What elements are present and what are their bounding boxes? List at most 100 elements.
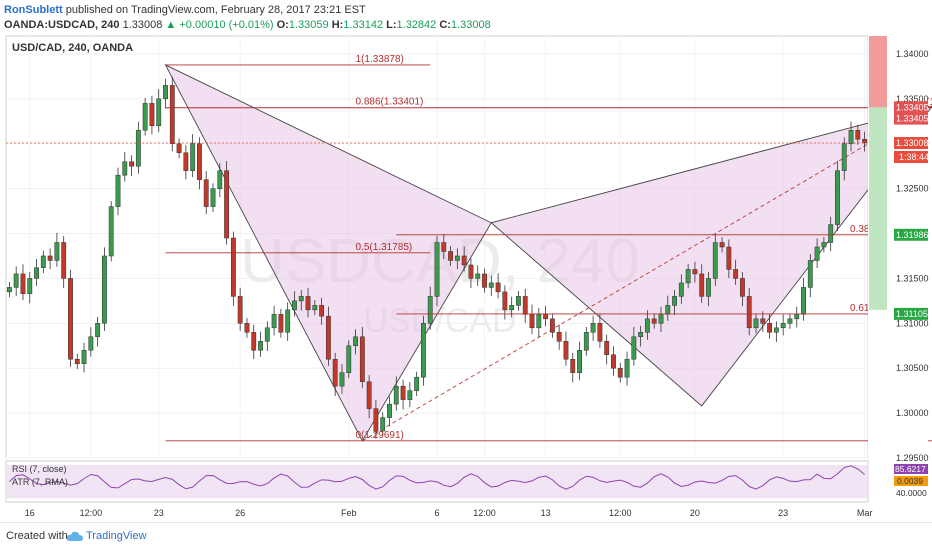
- price-tag-box: [894, 112, 928, 125]
- fib-level-label: 0(1.29691): [356, 430, 404, 441]
- published-text: published on TradingView.com, February 2…: [65, 4, 366, 16]
- candle-body: [366, 381, 372, 409]
- candle-body: [624, 358, 630, 378]
- candle-body: [814, 246, 820, 261]
- candle-body: [163, 85, 168, 100]
- candle-body: [230, 237, 236, 297]
- candle-body: [631, 336, 637, 360]
- time-tick-label: 26: [235, 508, 245, 518]
- candle-body: [13, 273, 19, 288]
- candle-body: [312, 305, 318, 311]
- candle-body: [672, 296, 677, 306]
- candle-body: [108, 206, 114, 257]
- fib-level-label: 0.886(1.33401): [356, 97, 424, 108]
- time-tick-label: 12:00: [609, 508, 632, 518]
- candle-body: [468, 264, 474, 279]
- candle-body: [278, 314, 284, 333]
- price-tag-label: 1.31986: [896, 230, 929, 240]
- atr-value: 0.0039: [897, 476, 923, 486]
- candle-body: [380, 417, 386, 432]
- candle-body: [197, 143, 202, 180]
- candle-body: [325, 315, 331, 360]
- up-arrow-icon: ▲: [165, 19, 177, 31]
- time-tick-label: 23: [778, 508, 788, 518]
- countdown-tag: [894, 151, 928, 164]
- time-tick-label: 6: [434, 508, 439, 518]
- candle-body: [841, 143, 847, 171]
- low-label: L:: [386, 19, 397, 31]
- candle-body: [258, 341, 263, 351]
- price-tick-label: 1.34000: [896, 49, 929, 59]
- price-tag-label: 1.33405: [896, 102, 929, 112]
- price-tag-box: [894, 307, 928, 320]
- candle-body: [454, 255, 460, 261]
- candle-body: [156, 98, 162, 127]
- price-tick-label: 1.29500: [896, 453, 929, 463]
- candle-body: [767, 323, 773, 333]
- candle-body: [516, 296, 521, 306]
- candle-body: [142, 103, 148, 131]
- candle-body: [678, 282, 684, 297]
- footer: Created with TradingView: [0, 522, 932, 551]
- time-tick-label: 23: [154, 508, 164, 518]
- candle-body: [556, 332, 562, 342]
- candle-body: [807, 260, 813, 288]
- candle-body: [359, 336, 365, 382]
- fib-level-label: 1(1.33878): [356, 54, 404, 65]
- candle-body: [346, 345, 352, 373]
- price-chart[interactable]: USDCAD, 240USD/CAD1(1.33878)0.886(1.3340…: [0, 34, 932, 522]
- price-tick-label: 1.30000: [896, 408, 929, 418]
- price-tick-label: 1.31000: [896, 318, 929, 328]
- candle-body: [434, 242, 440, 297]
- candle-body: [638, 332, 644, 338]
- candle-body: [115, 174, 121, 207]
- candle-body: [801, 287, 806, 315]
- candle-body: [264, 327, 270, 342]
- candle-body: [733, 269, 739, 279]
- candle-body: [794, 314, 800, 320]
- reward-zone: [869, 107, 887, 310]
- candle-body: [292, 300, 297, 311]
- symbol-label: OANDA:USDCAD, 240: [4, 19, 120, 31]
- candle-body: [835, 170, 840, 225]
- candle-body: [746, 296, 752, 329]
- candle-body: [855, 130, 861, 140]
- last-price-tag: [894, 137, 928, 150]
- candle-body: [176, 143, 182, 153]
- publish-line: RonSublett published on TradingView.com,…: [4, 4, 366, 16]
- open-value: 1.33059: [288, 19, 329, 31]
- candle-body: [590, 323, 596, 333]
- candle-body: [665, 305, 671, 315]
- candle-body: [400, 385, 406, 400]
- candle-body: [658, 314, 664, 324]
- candle-body: [387, 403, 392, 418]
- candle-body: [543, 314, 549, 320]
- time-tick-label: 20: [690, 508, 700, 518]
- candle-body: [570, 358, 576, 373]
- candle-body: [210, 188, 216, 207]
- candle-body: [719, 242, 725, 248]
- low-value: 1.32842: [396, 19, 437, 31]
- time-tick-label: 12:00: [473, 508, 496, 518]
- time-tick-label: 12:00: [80, 508, 103, 518]
- candle-body: [427, 296, 433, 324]
- candle-body: [298, 296, 304, 302]
- author-link[interactable]: RonSublett: [4, 4, 63, 16]
- candle-body: [549, 318, 555, 333]
- candle-body: [495, 282, 501, 293]
- ohlc-line: OANDA:USDCAD, 240 1.33008 ▲ +0.00010 (+0…: [4, 19, 491, 31]
- candle-body: [339, 372, 345, 387]
- candle-body: [502, 291, 508, 311]
- tradingview-cloud-icon: [66, 531, 83, 541]
- candle-body: [611, 354, 616, 369]
- pattern-ad-dashed-line: [362, 105, 932, 442]
- candle-body: [828, 224, 834, 243]
- tradingview-link[interactable]: TradingView: [86, 530, 147, 542]
- candle-body: [129, 161, 134, 167]
- rsi-value-tag: [894, 464, 928, 474]
- last-price-tag-label: 1.33008: [896, 138, 929, 148]
- candle-body: [692, 269, 698, 275]
- candle-body: [726, 246, 732, 270]
- candle-body: [305, 296, 311, 311]
- price-tick-label: 1.31500: [896, 273, 929, 283]
